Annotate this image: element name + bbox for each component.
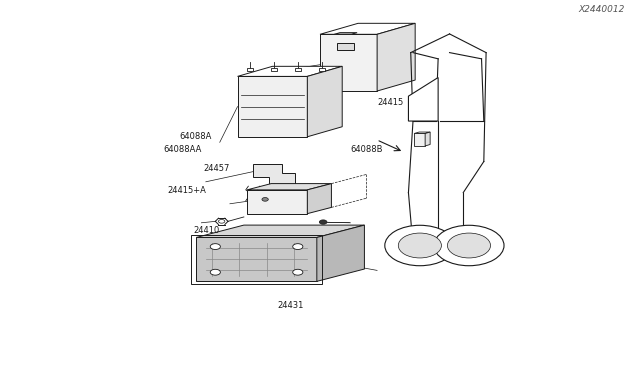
Circle shape: [292, 244, 303, 250]
Bar: [247, 67, 253, 71]
Circle shape: [211, 269, 220, 275]
Text: 24431: 24431: [278, 301, 304, 310]
Polygon shape: [317, 225, 364, 281]
Circle shape: [211, 244, 220, 250]
Polygon shape: [247, 184, 332, 190]
Text: 64088B: 64088B: [351, 145, 383, 154]
Text: 24410: 24410: [193, 226, 220, 235]
Polygon shape: [237, 66, 342, 76]
Polygon shape: [307, 66, 342, 137]
Text: X2440012: X2440012: [578, 5, 625, 14]
Polygon shape: [253, 164, 294, 185]
Circle shape: [262, 198, 268, 201]
Text: 24415: 24415: [377, 97, 403, 106]
Bar: [319, 67, 325, 71]
Polygon shape: [425, 132, 430, 146]
Circle shape: [447, 233, 490, 258]
Bar: [191, 234, 322, 284]
Polygon shape: [414, 134, 425, 146]
Text: 24457: 24457: [204, 164, 230, 173]
Polygon shape: [377, 23, 415, 91]
Bar: [271, 67, 277, 71]
Polygon shape: [196, 225, 364, 237]
Polygon shape: [320, 23, 415, 34]
Text: 64088A: 64088A: [180, 132, 212, 141]
Polygon shape: [414, 132, 430, 134]
Polygon shape: [247, 190, 307, 214]
Polygon shape: [307, 184, 332, 214]
Bar: [337, 43, 355, 49]
Polygon shape: [237, 76, 307, 137]
Circle shape: [292, 269, 303, 275]
Circle shape: [385, 225, 455, 266]
Text: 24415+A: 24415+A: [167, 186, 206, 195]
Circle shape: [319, 220, 327, 224]
Polygon shape: [408, 77, 438, 121]
Circle shape: [398, 233, 442, 258]
Polygon shape: [334, 33, 357, 34]
Circle shape: [434, 225, 504, 266]
Polygon shape: [196, 237, 317, 281]
Text: 64088AA: 64088AA: [163, 145, 202, 154]
Circle shape: [218, 219, 225, 223]
Polygon shape: [320, 34, 377, 91]
Bar: [295, 67, 301, 71]
